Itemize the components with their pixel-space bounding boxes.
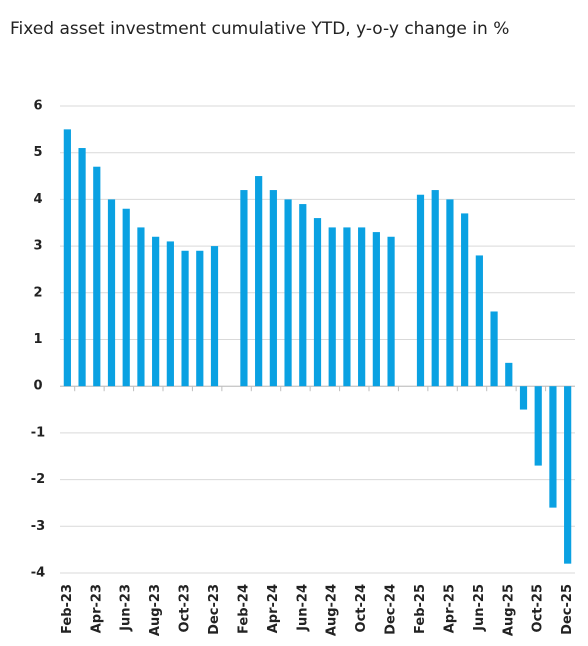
bar: [284, 199, 292, 387]
bar: [549, 386, 557, 508]
y-tick-label: -1: [31, 425, 45, 440]
x-tick-label: Aug-23: [148, 584, 163, 636]
bar: [328, 227, 336, 387]
chart-title: Fixed asset investment cumulative YTD, y…: [10, 19, 510, 39]
bar: [416, 194, 425, 387]
y-tick-label: -2: [31, 472, 45, 487]
x-tick-label: Dec-24: [384, 584, 399, 635]
bar: [255, 176, 263, 387]
bar: [93, 166, 101, 387]
bar: [63, 129, 71, 387]
bar: [446, 199, 454, 387]
bar: [505, 362, 513, 387]
y-tick-label: 5: [33, 145, 42, 160]
bar: [519, 386, 528, 410]
y-tick-label: -3: [31, 519, 45, 534]
x-tick-label: Oct-24: [354, 584, 369, 632]
bar: [475, 255, 483, 387]
bar: [358, 227, 366, 387]
y-tick-label: 1: [33, 332, 42, 347]
bar: [313, 218, 322, 387]
bar: [166, 241, 174, 387]
bar: [152, 236, 160, 387]
x-tick-label: Feb-23: [60, 584, 75, 634]
x-tick-label: Oct-23: [178, 584, 193, 632]
x-tick-label: Feb-25: [413, 584, 428, 634]
bar: [122, 208, 130, 387]
x-tick-label: Aug-24: [325, 584, 340, 636]
x-tick-label: Apr-24: [266, 584, 281, 633]
bar: [372, 232, 380, 387]
x-tick-label: Apr-23: [89, 584, 104, 633]
x-tick-label: Dec-25: [560, 584, 575, 635]
bar: [431, 190, 439, 387]
y-tick-label: 4: [33, 192, 42, 207]
bar: [534, 386, 542, 466]
y-tick-label: 2: [33, 285, 42, 300]
y-tick-label: -4: [31, 566, 45, 581]
bar: [240, 190, 248, 387]
x-tick-label: Aug-25: [501, 584, 516, 636]
y-tick-label: 0: [33, 379, 42, 394]
bar: [137, 227, 145, 387]
bar: [181, 250, 189, 387]
bar: [210, 246, 219, 387]
bar: [343, 227, 351, 387]
x-tick-label: Jun-25: [472, 584, 487, 632]
x-tick-label: Apr-25: [442, 584, 457, 633]
x-tick-label: Jun-23: [119, 584, 134, 632]
y-tick-label: 6: [33, 99, 42, 114]
x-tick-label: Dec-23: [207, 584, 222, 635]
bar: [490, 311, 498, 387]
bar: [196, 250, 204, 387]
bar: [107, 199, 116, 387]
bar: [269, 190, 277, 387]
bar: [461, 213, 469, 387]
bar: [387, 236, 395, 387]
bar: [78, 148, 86, 387]
y-tick-label: 3: [33, 239, 42, 254]
x-tick-label: Oct-25: [531, 584, 546, 632]
x-tick-label: Feb-24: [236, 584, 251, 634]
bar: [564, 386, 572, 564]
bar: [299, 204, 307, 387]
x-tick-label: Jun-24: [295, 584, 310, 632]
